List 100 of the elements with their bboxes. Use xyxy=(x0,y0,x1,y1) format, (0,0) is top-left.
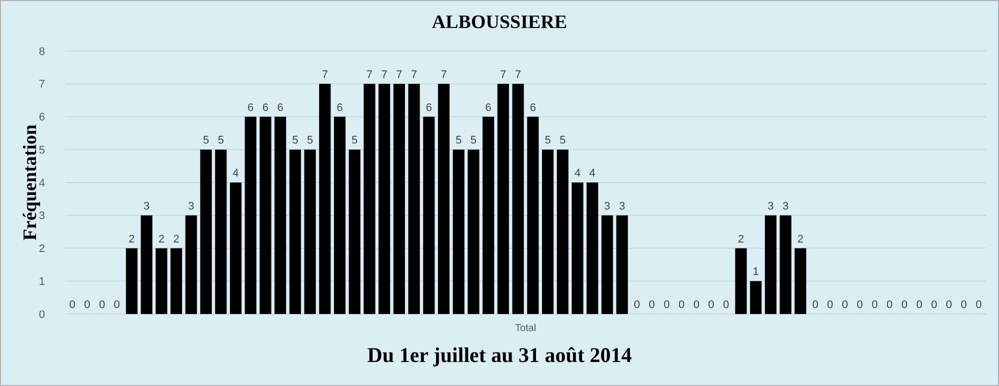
bar xyxy=(601,215,614,314)
data-label: 0 xyxy=(678,299,685,311)
data-label: 0 xyxy=(842,299,848,311)
data-label: 0 xyxy=(84,299,90,311)
bar xyxy=(200,150,212,314)
y-tick-label: 2 xyxy=(38,243,45,256)
bar xyxy=(572,182,584,314)
data-label: 2 xyxy=(797,233,804,246)
bar xyxy=(452,150,464,314)
data-label: 4 xyxy=(589,168,596,180)
data-label: 3 xyxy=(188,200,194,212)
y-tick-label: 4 xyxy=(38,177,45,190)
data-label: 7 xyxy=(410,68,418,81)
x-axis-title: Du 1er juillet au 31 août 2014 xyxy=(367,343,632,367)
bar xyxy=(542,150,554,314)
y-tick-label: 8 xyxy=(38,46,45,58)
data-label: 5 xyxy=(544,134,551,147)
data-label: 0 xyxy=(931,299,938,311)
data-label: 0 xyxy=(976,299,982,311)
data-label: 6 xyxy=(426,102,432,114)
data-label: 0 xyxy=(723,299,730,311)
bar xyxy=(586,182,598,314)
bar xyxy=(408,84,420,314)
bar xyxy=(497,84,510,314)
y-tick-label: 6 xyxy=(38,112,45,124)
data-label: 7 xyxy=(440,68,447,81)
data-label: 0 xyxy=(693,299,700,311)
data-label: 5 xyxy=(352,134,358,147)
bar xyxy=(750,281,762,314)
data-label: 0 xyxy=(664,299,670,311)
data-label: 0 xyxy=(69,299,76,311)
data-label: 2 xyxy=(173,233,180,246)
data-label: 7 xyxy=(515,68,522,81)
bar xyxy=(289,150,301,314)
data-label: 2 xyxy=(158,233,164,246)
bar xyxy=(140,215,152,314)
data-label: 0 xyxy=(946,299,952,311)
data-label: 6 xyxy=(336,102,343,114)
data-label: 3 xyxy=(768,200,774,212)
data-label: 5 xyxy=(456,134,462,147)
bar xyxy=(512,84,524,314)
bar xyxy=(468,150,480,314)
data-label: 5 xyxy=(560,134,566,147)
y-tick-label: 3 xyxy=(38,210,45,222)
text: Total xyxy=(514,323,536,334)
data-label: 0 xyxy=(708,299,714,311)
data-label: 0 xyxy=(812,299,818,311)
y-tick-label: 0 xyxy=(38,308,45,321)
data-label: 3 xyxy=(782,200,789,212)
bar xyxy=(780,215,792,314)
data-label: 6 xyxy=(530,102,536,114)
bar xyxy=(393,84,405,314)
data-label: 7 xyxy=(366,68,373,81)
bar xyxy=(126,248,138,314)
bar xyxy=(378,84,390,314)
data-label: 0 xyxy=(648,299,655,311)
data-label: 0 xyxy=(827,299,834,311)
data-label: 6 xyxy=(248,102,254,114)
data-label: 4 xyxy=(232,168,239,180)
data-label: 7 xyxy=(381,68,388,81)
data-label: 0 xyxy=(886,299,893,311)
bar xyxy=(527,116,539,314)
bar xyxy=(482,116,494,314)
bar xyxy=(334,116,346,314)
y-tick-label: 5 xyxy=(38,144,45,156)
bar xyxy=(556,150,568,314)
bar xyxy=(260,116,272,314)
data-label: 0 xyxy=(114,299,120,311)
data-label: 3 xyxy=(619,200,626,212)
data-label: 0 xyxy=(901,299,908,311)
data-label: 3 xyxy=(604,200,610,212)
bar xyxy=(185,215,197,314)
data-label: 7 xyxy=(500,68,506,81)
bar xyxy=(735,248,747,314)
y-tick-label: 1 xyxy=(38,276,45,288)
data-label: 0 xyxy=(872,299,878,311)
data-label: 4 xyxy=(574,168,581,180)
data-label: 3 xyxy=(144,200,150,212)
data-label: 0 xyxy=(960,299,967,311)
data-label: 2 xyxy=(738,233,744,246)
y-axis-title: Fréquentation xyxy=(20,124,41,241)
bar xyxy=(348,150,360,314)
data-label: 0 xyxy=(634,299,640,311)
data-label: 5 xyxy=(470,134,477,147)
bar xyxy=(156,248,168,314)
bar xyxy=(215,150,227,314)
data-label: 5 xyxy=(292,134,298,147)
data-label: 6 xyxy=(277,102,284,114)
data-label: 5 xyxy=(306,134,314,147)
bar xyxy=(794,248,806,314)
data-label: 5 xyxy=(218,134,224,147)
data-label: 6 xyxy=(485,102,492,114)
data-label: 0 xyxy=(98,299,106,311)
bar xyxy=(364,84,376,314)
data-label: 6 xyxy=(262,102,269,114)
bar xyxy=(230,182,242,314)
data-label: 5 xyxy=(202,134,210,147)
chart-title: ALBOUSSIERE xyxy=(432,12,568,33)
bar xyxy=(170,248,182,314)
bar xyxy=(764,215,776,314)
